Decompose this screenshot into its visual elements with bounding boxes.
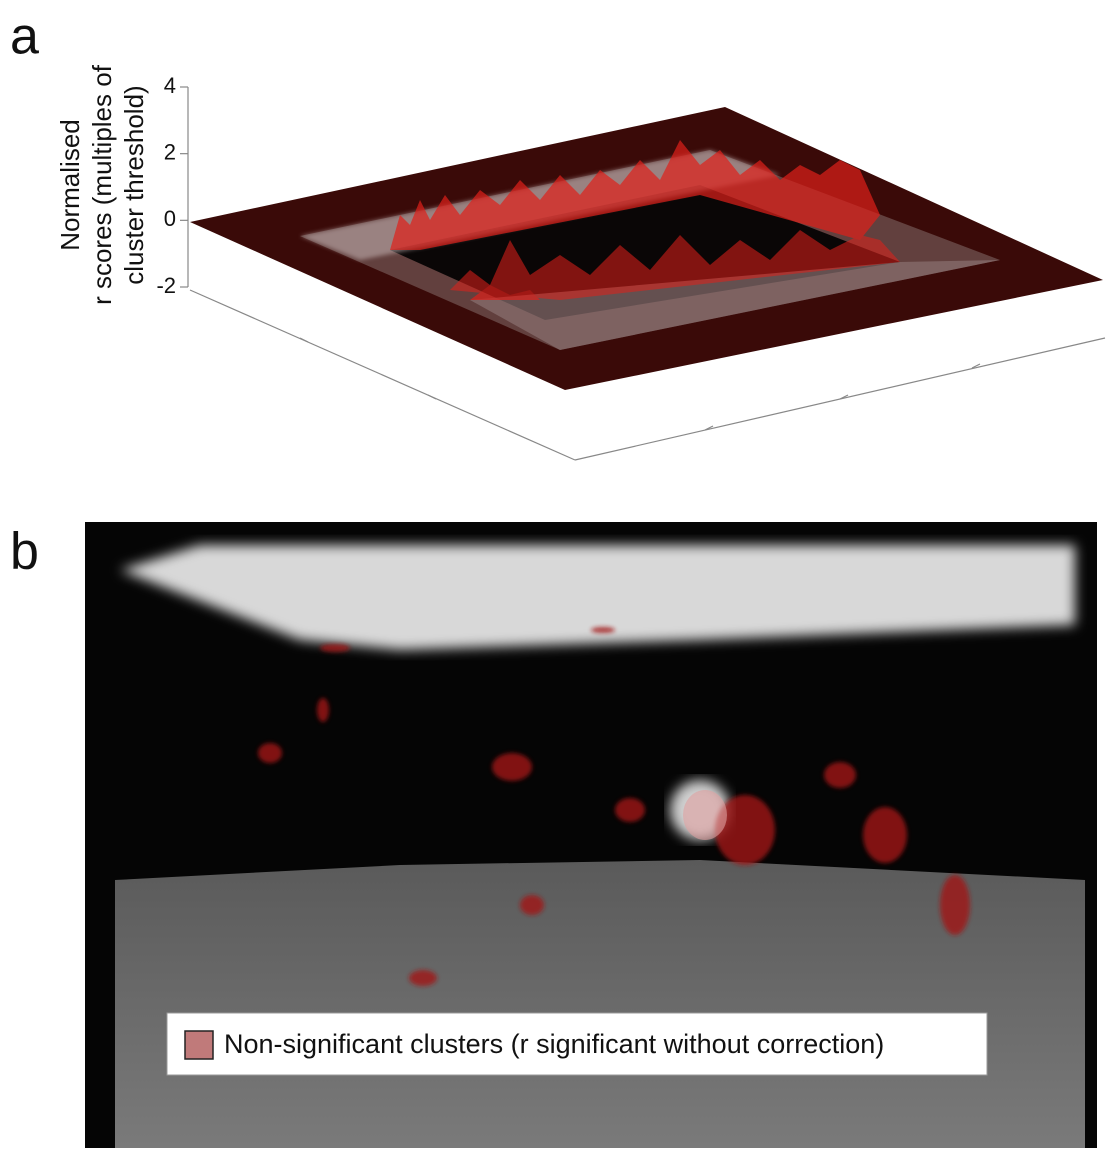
z-axis-label: cluster threshold) — [119, 85, 149, 284]
z-tick-label: -2 — [156, 273, 176, 298]
plane — [190, 107, 1103, 390]
z-tick-label: 2 — [164, 139, 176, 164]
panel-label: b — [10, 523, 39, 581]
legend-label: Non-significant clusters (r significant … — [224, 1029, 884, 1059]
z-axis-label: Normalised — [55, 119, 85, 251]
panel-label: a — [10, 8, 39, 66]
z-axis-label: r scores (multiples of — [87, 64, 117, 305]
page: -2 0 2 4 Normalisedr scores (multiples ofclu… — [0, 0, 1106, 1153]
z-tick-label: 0 — [164, 206, 176, 231]
legend-swatch — [185, 1031, 213, 1059]
figure: -2 0 2 4 Normalisedr scores (multiples ofclu… — [0, 0, 1106, 1148]
z-tick-label: 4 — [164, 73, 176, 98]
legend: Non-significant clusters (r significant … — [167, 1013, 987, 1075]
